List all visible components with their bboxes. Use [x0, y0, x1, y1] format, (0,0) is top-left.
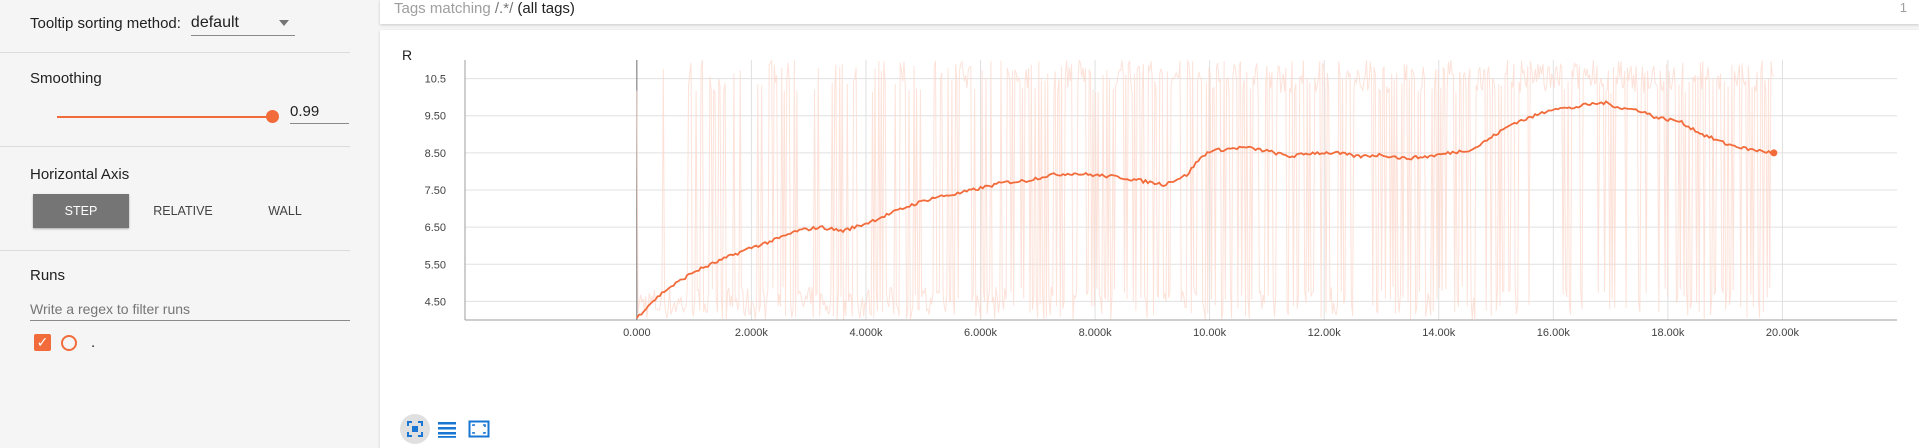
y-tick-label: 8.50	[425, 148, 446, 160]
scalar-chart[interactable]: 4.50 5.50 6.50 7.50 8.50 9.50 10.5 0.000 2.000k 4…	[380, 30, 1919, 448]
tooltip-sorting-value: default	[190, 13, 239, 31]
sidebar: Tooltip sorting method: default Smoothin…	[0, 0, 380, 448]
smoothed-series-line[interactable]	[636, 100, 1774, 319]
y-tick-label: 4.50	[425, 296, 446, 308]
run-row: ✓ .	[34, 334, 95, 351]
series-end-point	[1770, 149, 1778, 157]
runs-label: Runs	[30, 267, 66, 284]
y-tick-label: 6.50	[425, 222, 446, 234]
run-color-icon[interactable]	[61, 334, 77, 351]
run-name: .	[91, 334, 96, 351]
divider	[0, 146, 350, 147]
check-icon: ✓	[36, 334, 49, 350]
tag-filter-prefix: Tags matching	[394, 0, 491, 17]
divider	[0, 52, 350, 53]
tag-filter-bar[interactable]: Tags matching /.*/ (all tags) 1	[380, 0, 1919, 24]
chart-card: R 4.50 5.50 6.50 7.50 8.50 9.50 10.5 0.000 2.000…	[380, 30, 1919, 448]
chart-title: R	[402, 47, 413, 63]
x-tick-label: 0.000	[623, 327, 651, 339]
slider-track	[57, 116, 273, 118]
run-checkbox[interactable]: ✓	[34, 334, 51, 351]
x-tick-label: 20.00k	[1766, 327, 1800, 339]
log-scale-icon	[438, 422, 456, 438]
x-tick-label: 16.00k	[1537, 327, 1571, 339]
x-tick-label: 12.00k	[1308, 327, 1342, 339]
runs-filter-input[interactable]: Write a regex to filter runs	[30, 298, 350, 321]
axis-relative-button[interactable]: RELATIVE	[153, 204, 213, 218]
tooltip-sorting-row: Tooltip sorting method: default	[30, 8, 350, 38]
raw-series-line	[636, 59, 1774, 321]
x-tick-label: 10.00k	[1193, 327, 1227, 339]
tag-filter-all: (all tags)	[517, 0, 575, 17]
horizontal-axis-buttons: STEP RELATIVE WALL	[33, 194, 339, 228]
chevron-down-icon	[278, 19, 289, 26]
horizontal-axis-label: Horizontal Axis	[30, 166, 130, 183]
tag-filter-pattern: /.*/	[494, 0, 514, 17]
tooltip-sorting-select[interactable]: default	[190, 11, 295, 36]
slider-knob[interactable]	[266, 110, 279, 123]
fit-domain-icon	[407, 421, 423, 437]
tag-filter-text: Tags matching /.*/ (all tags)	[394, 0, 575, 17]
tooltip-sorting-label: Tooltip sorting method:	[30, 14, 181, 32]
x-tick-label: 6.000k	[964, 327, 998, 339]
main-panel: Tags matching /.*/ (all tags) 1 R 4.50 5.…	[380, 0, 1919, 448]
y-tick-label: 9.50	[425, 111, 446, 123]
x-tick-label: 2.000k	[735, 327, 769, 339]
expand-button[interactable]	[464, 414, 494, 444]
y-tick-label: 10.5	[425, 74, 446, 86]
x-tick-label: 8.000k	[1079, 327, 1113, 339]
divider	[0, 250, 350, 251]
axis-wall-button[interactable]: WALL	[268, 204, 302, 218]
x-tick-label: 14.00k	[1422, 327, 1456, 339]
x-tick-label: 18.00k	[1651, 327, 1685, 339]
fit-domain-button[interactable]	[400, 414, 430, 444]
y-tick-label: 7.50	[425, 185, 446, 197]
y-tick-label: 5.50	[425, 259, 446, 271]
smoothing-slider[interactable]	[57, 110, 279, 124]
expand-icon	[468, 420, 490, 438]
x-tick-label: 4.000k	[849, 327, 883, 339]
tag-count: 1	[1899, 0, 1907, 15]
log-scale-button[interactable]	[432, 414, 462, 444]
smoothing-label: Smoothing	[30, 70, 102, 87]
smoothing-input[interactable]: 0.99	[290, 101, 349, 124]
axis-step-button[interactable]: STEP	[33, 194, 129, 228]
